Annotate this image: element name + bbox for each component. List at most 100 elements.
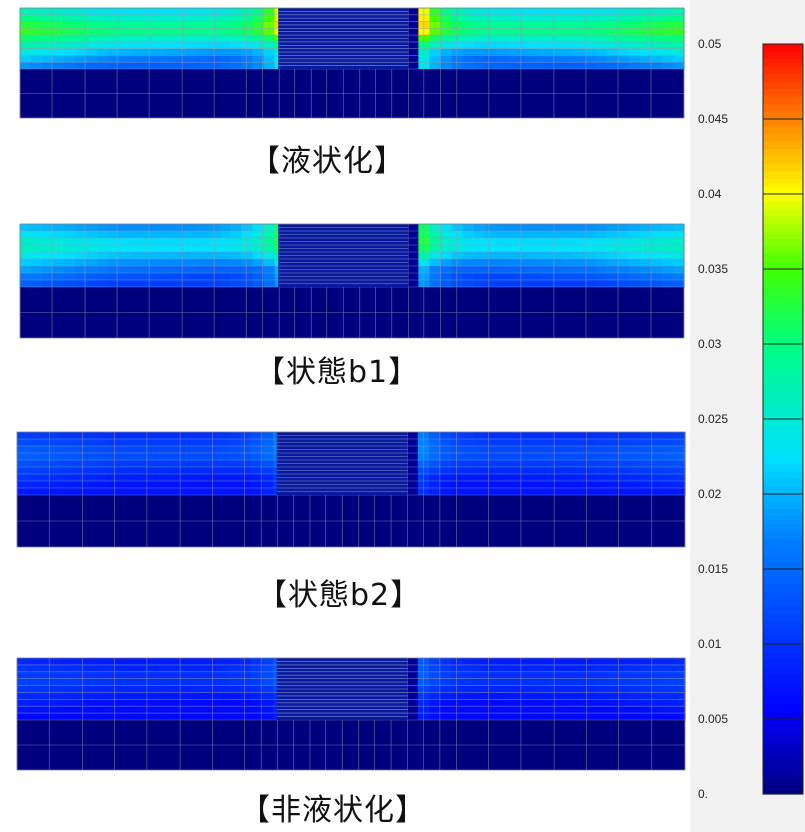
- contour-cell: [97, 48, 110, 57]
- contour-cell: [529, 62, 541, 70]
- contour-cell: [83, 432, 96, 440]
- contour-cell: [473, 41, 486, 50]
- contour-cell: [495, 460, 508, 468]
- contour-cell: [28, 692, 40, 700]
- contour-cell: [75, 238, 87, 246]
- contour-cell: [407, 28, 419, 36]
- contour-cell: [672, 21, 685, 29]
- contour-cell: [230, 280, 242, 288]
- contour-cell: [584, 678, 597, 687]
- contour-cell: [495, 28, 508, 36]
- contour-cell: [174, 48, 187, 57]
- contour-cell: [673, 685, 686, 694]
- contour-cell: [606, 252, 619, 260]
- contour-cell: [406, 713, 419, 721]
- contour-cell: [141, 48, 154, 57]
- contour-cell: [473, 488, 486, 496]
- contour-cell: [451, 62, 464, 70]
- contour-cell: [72, 460, 85, 468]
- contour-cell: [595, 671, 608, 680]
- contour-cell: [473, 231, 486, 239]
- colorbar-segment: [763, 591, 803, 600]
- colorbar-segment: [763, 771, 803, 780]
- contour-cell: [629, 706, 642, 714]
- contour-cell: [584, 231, 597, 239]
- contour-cell: [161, 664, 174, 673]
- contour-cell: [53, 28, 65, 36]
- contour-cell: [230, 48, 242, 57]
- contour-cell: [86, 8, 99, 16]
- contour-cell: [551, 35, 563, 43]
- contour-cell: [239, 432, 252, 440]
- contour-cell: [506, 62, 519, 70]
- contour-cell: [152, 266, 165, 274]
- colorbar-segment: [763, 321, 803, 330]
- contour-cell: [595, 238, 608, 246]
- contour-cell: [130, 259, 143, 267]
- contour-cell: [595, 692, 608, 700]
- contour-cell: [462, 481, 475, 489]
- contour-cell: [241, 266, 253, 274]
- contour-cell: [484, 273, 497, 281]
- contour-cell: [551, 266, 563, 274]
- contour-cell: [506, 664, 519, 673]
- contour-cell: [584, 664, 597, 673]
- contour-cell: [239, 460, 252, 468]
- contour-cell: [261, 474, 274, 482]
- contour-cell: [75, 273, 87, 281]
- contour-cell: [252, 14, 265, 23]
- contour-cell: [462, 224, 475, 232]
- contour-cell: [161, 432, 174, 440]
- contour-cell: [31, 62, 43, 70]
- contour-cell: [484, 432, 497, 440]
- contour-cell: [417, 460, 430, 468]
- contour-cell: [428, 692, 441, 700]
- contour-cell: [529, 8, 541, 16]
- contour-cell: [584, 439, 597, 447]
- contour-cell: [440, 699, 452, 707]
- contour-cell: [473, 259, 486, 267]
- contour-cell: [406, 474, 419, 482]
- colorbar-segment: [763, 749, 803, 758]
- contour-cell: [662, 446, 675, 454]
- contour-cell: [186, 14, 198, 23]
- contour-cell: [186, 266, 198, 274]
- contour-cell: [595, 21, 608, 29]
- contour-cell: [451, 224, 464, 232]
- contour-cell: [506, 453, 519, 461]
- contour-cell: [562, 28, 574, 36]
- contour-cell: [172, 706, 185, 714]
- contour-cell: [72, 481, 85, 489]
- contour-cell: [86, 245, 99, 253]
- contour-cell: [562, 467, 575, 475]
- contour-cell: [239, 678, 252, 687]
- contour-cell: [540, 245, 552, 253]
- contour-cell: [161, 713, 174, 721]
- contour-cell: [540, 21, 552, 29]
- colorbar-segment: [763, 786, 803, 795]
- contour-cell: [451, 259, 464, 267]
- colorbar-segment: [763, 224, 803, 233]
- contour-cell: [573, 678, 586, 687]
- contour-cell: [484, 35, 497, 43]
- contour-cell: [83, 713, 96, 721]
- structure-lines: [278, 227, 409, 284]
- contour-cell: [117, 460, 129, 468]
- contour-cell: [540, 224, 552, 232]
- contour-cell: [184, 432, 196, 440]
- contour-cell: [562, 8, 574, 16]
- contour-cell: [53, 21, 65, 29]
- colorbar-segment: [763, 119, 803, 128]
- contour-cell: [106, 699, 118, 707]
- contour-cell: [50, 685, 63, 694]
- contour-cell: [595, 460, 608, 468]
- contour-cell: [584, 28, 597, 36]
- contour-cell: [518, 8, 530, 16]
- contour-cell: [261, 692, 274, 700]
- contour-cell: [83, 474, 96, 482]
- contour-cell: [75, 48, 87, 57]
- contour-cell: [595, 55, 608, 63]
- contour-cell: [462, 245, 475, 253]
- contour-cell: [61, 446, 74, 454]
- contour-cell: [518, 692, 530, 700]
